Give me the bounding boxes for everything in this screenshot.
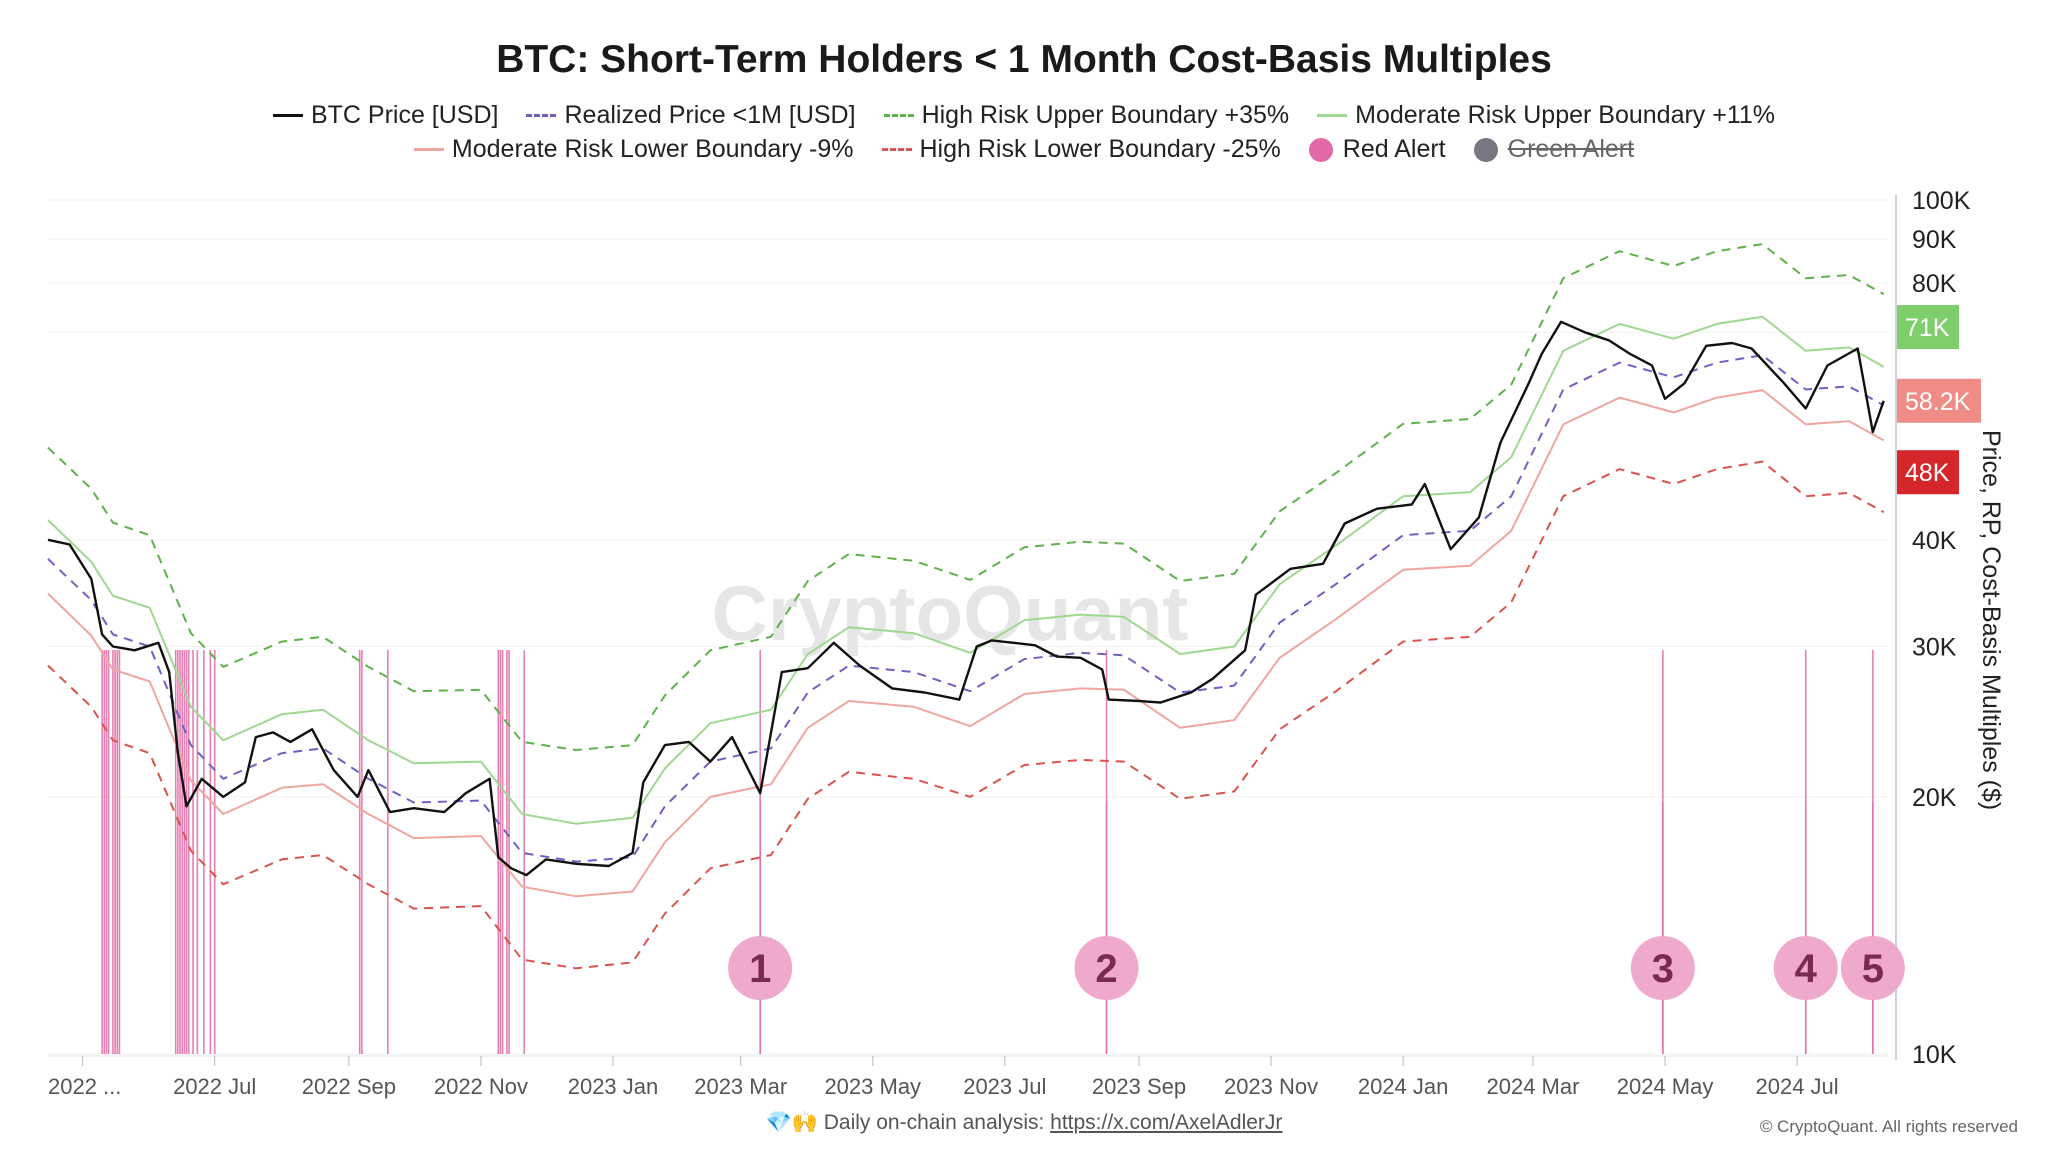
y-tick-label: 30K <box>1912 634 1957 662</box>
legend-label: High Risk Upper Boundary +35% <box>921 101 1290 129</box>
series-line-moderate-risk-lower-boundary-9 <box>47 389 1885 898</box>
legend-label: Moderate Risk Lower Boundary -9% <box>451 135 854 163</box>
x-tick-label: 2022 Sep <box>302 1074 396 1099</box>
marker-label: 5 <box>1862 947 1884 991</box>
footer-text: Daily on-chain analysis: <box>823 1111 1051 1134</box>
y-tick-label: 90K <box>1912 226 1957 254</box>
author-link[interactable]: https://x.com/AxelAdlerJr <box>1050 1111 1283 1134</box>
legend-item[interactable]: Realized Price <1M [USD] <box>526 101 856 130</box>
y-tick-label: 80K <box>1912 270 1957 298</box>
chart-title: BTC: Short-Term Holders < 1 Month Cost-B… <box>496 38 1552 81</box>
legend-line-icon <box>526 114 557 117</box>
legend-line-icon <box>413 148 444 151</box>
x-tick-label: 2023 Jan <box>568 1074 659 1099</box>
marker-circle <box>1630 936 1695 1000</box>
x-tick-label: 2024 May <box>1617 1074 1714 1099</box>
legend-label: High Risk Lower Boundary -25% <box>919 135 1281 163</box>
value-tag-label: 48K <box>1905 459 1950 487</box>
legend-line-icon <box>881 148 912 151</box>
marker-label: 3 <box>1652 947 1674 991</box>
legend-item[interactable]: Green Alert <box>1473 135 1635 164</box>
y-axis-title: Price, RP, Cost-Basis Multiples ($) <box>1977 430 2005 811</box>
x-tick-label: 2022 Jul <box>173 1074 256 1099</box>
y-tick-label: 20K <box>1912 784 1957 812</box>
series-line-high-risk-upper-boundary-35 <box>47 243 1885 751</box>
legend-item[interactable]: Red Alert <box>1308 135 1446 164</box>
legend-label: BTC Price [USD] <box>310 101 499 129</box>
legend-line-icon <box>1317 114 1348 117</box>
value-tag <box>1897 450 1959 495</box>
legend-row-1: BTC Price [USD] Realized Price <1M [USD] H… <box>0 101 2048 130</box>
marker-circle <box>1074 936 1139 1000</box>
legend-label: Green Alert <box>1507 135 1635 163</box>
legend-dot-icon <box>1308 137 1333 162</box>
marker-label: 2 <box>1095 947 1117 991</box>
marker-label: 1 <box>749 947 771 991</box>
x-tick-label: 2024 Mar <box>1487 1074 1580 1099</box>
value-tag <box>1897 378 1981 423</box>
legend-item[interactable]: High Risk Lower Boundary -25% <box>881 135 1281 164</box>
x-tick-label: 2023 Sep <box>1092 1074 1186 1099</box>
legend-item[interactable]: BTC Price [USD] <box>272 101 499 130</box>
legend-label: Moderate Risk Upper Boundary +11% <box>1355 101 1776 129</box>
x-tick-label: 2022 ... <box>48 1074 121 1099</box>
value-tag-label: 71K <box>1905 314 1950 342</box>
y-tick-label: 40K <box>1912 527 1957 555</box>
marker-circle <box>1773 936 1838 1000</box>
legend-line-icon <box>272 114 303 117</box>
series-line-btc-price-usd <box>47 320 1885 877</box>
marker-circle <box>728 936 793 1000</box>
legend-label: Realized Price <1M [USD] <box>564 101 856 129</box>
watermark-logo: CryptoQuant <box>712 569 1189 657</box>
x-tick-label: 2023 Mar <box>694 1074 787 1099</box>
series-line-realized-price-1m-usd <box>47 354 1885 863</box>
x-tick-label: 2023 Jul <box>963 1074 1046 1099</box>
legend-line-icon <box>883 114 914 117</box>
diamond-hands-icon: 💎🙌 <box>765 1111 818 1134</box>
footer-analysis: 💎🙌 Daily on-chain analysis: https://x.co… <box>0 1111 2048 1135</box>
x-tick-label: 2023 May <box>824 1074 921 1099</box>
series-line-high-risk-lower-boundary-25 <box>47 460 1885 970</box>
series-line-moderate-risk-upper-boundary-11 <box>47 315 1885 825</box>
legend-item[interactable]: Moderate Risk Lower Boundary -9% <box>413 135 854 164</box>
copyright: © CryptoQuant. All rights reserved <box>1759 1117 2018 1136</box>
y-tick-label: 10K <box>1912 1041 1957 1069</box>
marker-circle <box>1840 936 1905 1000</box>
legend-dot-icon <box>1473 137 1498 162</box>
y-tick-label: 100K <box>1912 187 1971 215</box>
x-tick-label: 2022 Nov <box>434 1074 528 1099</box>
legend-row-2: Moderate Risk Lower Boundary -9% High Ris… <box>0 135 2048 164</box>
legend-label: Red Alert <box>1342 135 1446 163</box>
legend-item[interactable]: High Risk Upper Boundary +35% <box>883 101 1290 130</box>
x-tick-label: 2024 Jan <box>1358 1074 1449 1099</box>
x-tick-label: 2023 Nov <box>1224 1074 1318 1099</box>
legend-item[interactable]: Moderate Risk Upper Boundary +11% <box>1317 101 1775 130</box>
value-tag <box>1897 305 1959 350</box>
value-tag-label: 58.2K <box>1905 388 1971 416</box>
x-tick-label: 2024 Jul <box>1755 1074 1838 1099</box>
marker-label: 4 <box>1795 947 1818 991</box>
